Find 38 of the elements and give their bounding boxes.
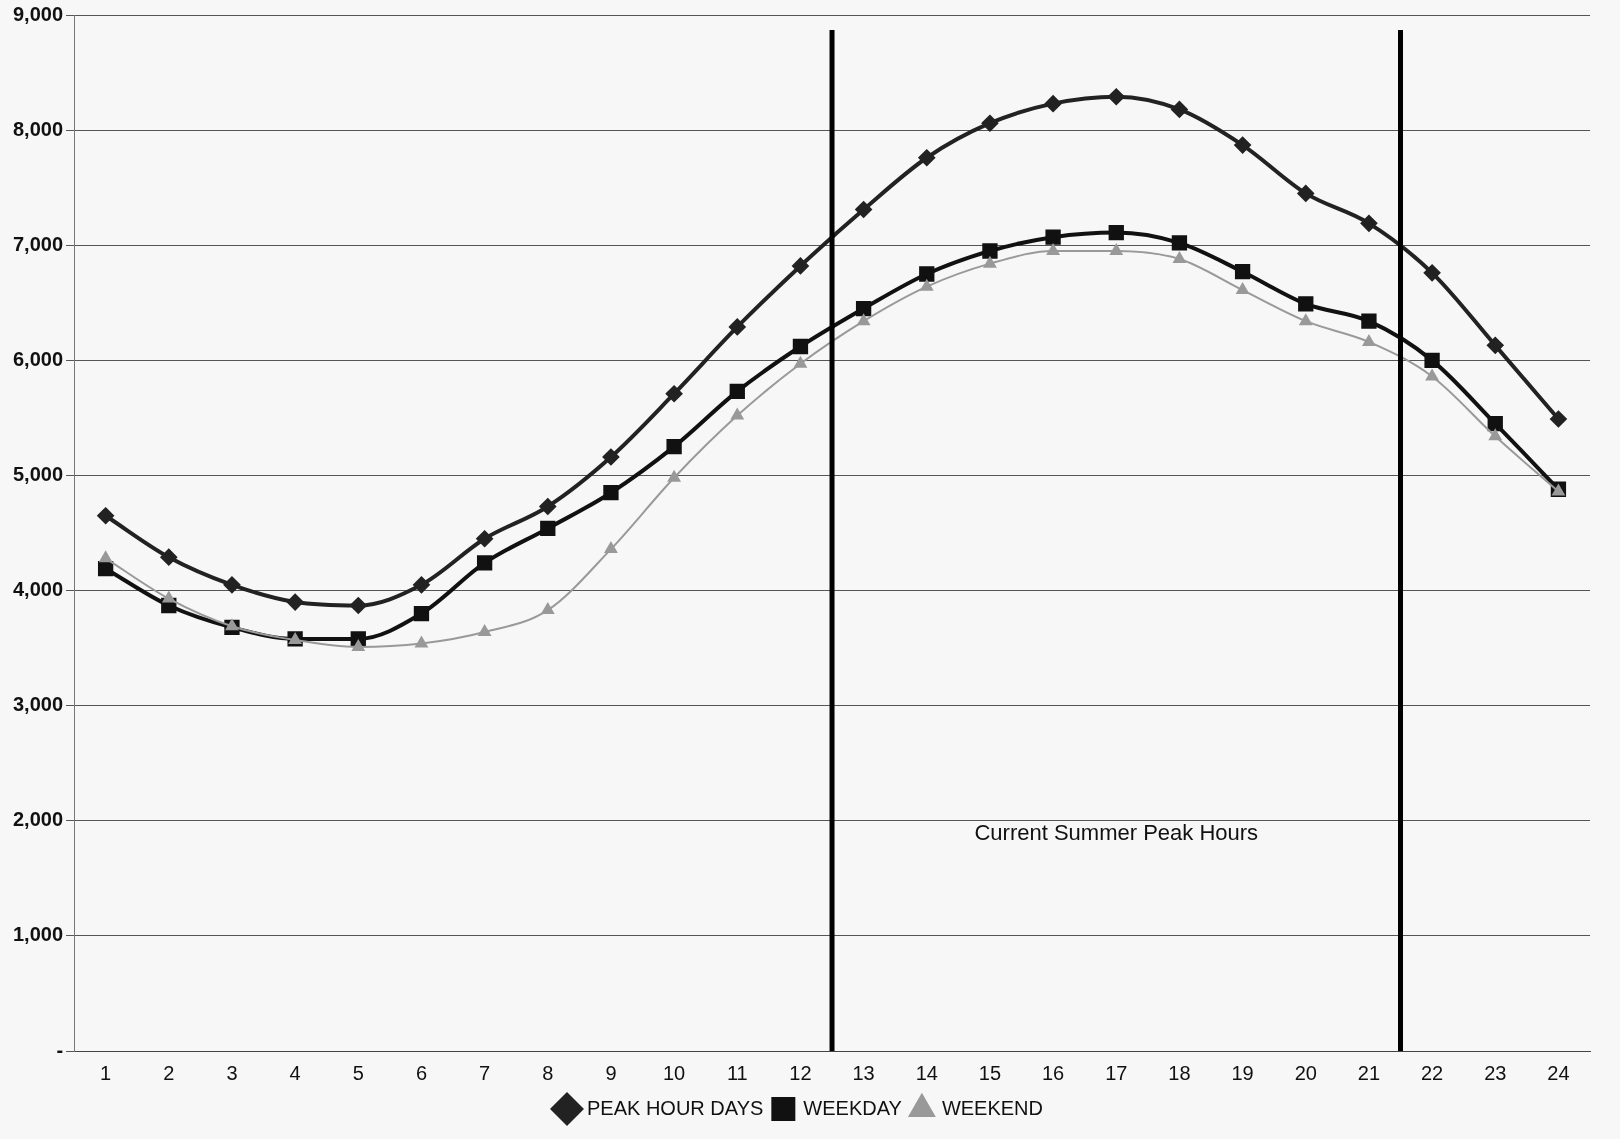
x-tick-label: 18 (1168, 1061, 1191, 1084)
y-tick-label: 8,000 (12, 117, 64, 140)
x-tick-label: 8 (542, 1061, 554, 1084)
y-tick-label: 4,000 (12, 578, 64, 601)
x-tick-label: 20 (1294, 1061, 1317, 1084)
x-tick-label: 6 (415, 1061, 428, 1084)
legend-label: WEEKDAY (803, 1096, 902, 1119)
legend-label: PEAK HOUR DAYS (587, 1096, 764, 1119)
x-tick-label: 4 (289, 1061, 301, 1084)
y-tick-label: 7,000 (12, 232, 64, 255)
x-tick-label: 9 (605, 1061, 617, 1084)
x-tick-label: 23 (1484, 1061, 1507, 1084)
x-tick-label: 5 (352, 1061, 364, 1084)
x-tick-label: 22 (1420, 1061, 1444, 1084)
x-tick-label: 12 (789, 1061, 812, 1084)
x-tick-label: 21 (1357, 1061, 1381, 1084)
x-tick-label: 19 (1231, 1061, 1254, 1084)
x-tick-label: 2 (163, 1061, 175, 1084)
x-tick-label: 16 (1041, 1061, 1065, 1084)
x-tick-label: 14 (915, 1061, 938, 1084)
x-tick-label: 7 (479, 1061, 491, 1084)
x-tick-label: 3 (226, 1061, 238, 1084)
x-tick-label: 17 (1105, 1061, 1128, 1084)
y-tick-label: 3,000 (12, 693, 64, 716)
x-tick-label: 24 (1547, 1061, 1570, 1084)
y-tick-label: - (56, 1038, 64, 1061)
x-tick-label: 11 (726, 1061, 748, 1084)
y-tick-label: 2,000 (12, 808, 64, 831)
y-tick-label: 5,000 (12, 462, 64, 485)
y-tick-label: 9,000 (12, 2, 64, 25)
y-tick-label: 1,000 (12, 923, 64, 946)
x-tick-label: 1 (100, 1061, 112, 1084)
x-tick-label: 13 (852, 1061, 875, 1084)
x-tick-label: 15 (978, 1061, 1002, 1084)
legend-label: WEEKEND (941, 1096, 1043, 1119)
annotation: Current Summer Peak Hours (974, 819, 1259, 845)
x-tick-label: 10 (662, 1061, 686, 1084)
y-tick-label: 6,000 (12, 347, 64, 370)
